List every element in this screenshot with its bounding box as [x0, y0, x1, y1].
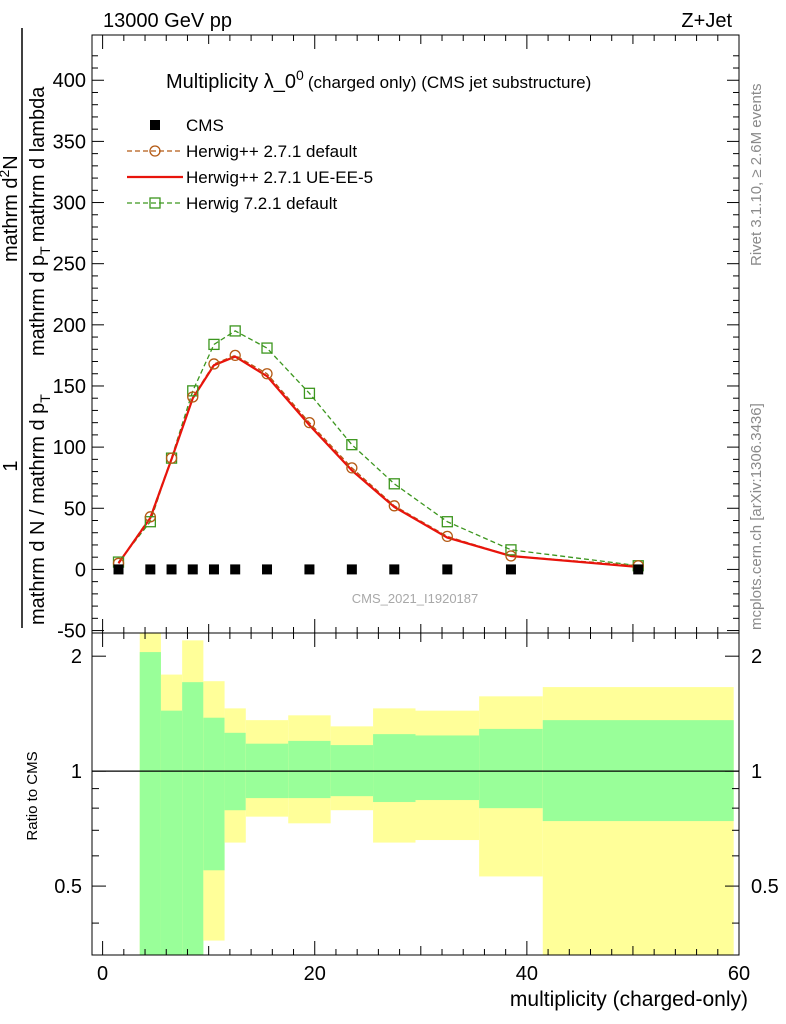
- data-point-cms: [346, 564, 357, 575]
- y-axis-label: 1 mathrm d N / mathrm d pT mathrm d2N ma…: [0, 28, 53, 628]
- data-point-cms: [262, 564, 273, 575]
- series-marker-herwig-7-2-1-default: [187, 385, 199, 397]
- series-line-herwig-2-7-1-ue-ee-5: [117, 355, 639, 569]
- main-y-tick-label: 50: [64, 498, 86, 520]
- main-y-tick-label: 350: [53, 131, 86, 153]
- data-point-cms: [633, 564, 644, 575]
- legend-marker-circle: [149, 145, 161, 157]
- ratio-y-tick-label-left: 2: [71, 646, 82, 668]
- y-label-numerator: mathrm d2N: [0, 155, 22, 262]
- ratio-band-green: [415, 735, 480, 801]
- x-tick-label: 20: [304, 963, 326, 985]
- series-layer: [112, 325, 644, 575]
- ratio-band-green: [160, 710, 183, 955]
- data-point-cms: [389, 564, 400, 575]
- y-label-denominator: mathrm d N / mathrm d pT: [27, 394, 53, 625]
- data-point-cms: [113, 564, 124, 575]
- series-marker-herwig-7-2-1-default: [346, 439, 358, 451]
- rivet-version-label: Rivet 3.1.10, ≥ 2.6M events: [748, 84, 765, 267]
- main-y-tick-label: 100: [53, 437, 86, 459]
- series-marker-herwig-7-2-1-default: [229, 325, 241, 337]
- series-marker-herwig-2-7-1-default: [208, 358, 220, 370]
- main-y-tick-label: 400: [53, 70, 86, 92]
- series-line-herwig-2-7-1-default: [117, 354, 639, 567]
- series-marker-herwig-2-7-1-default: [229, 349, 241, 362]
- series-marker-herwig-7-2-1-default: [261, 342, 273, 354]
- series-marker-herwig-2-7-1-default: [303, 417, 316, 429]
- legend-label: CMS: [186, 116, 224, 135]
- ratio-panel: 0.5 0.5 1 1 2 2 Ratio to CMS: [24, 632, 779, 956]
- series-marker-herwig-7-2-1-default: [303, 387, 316, 399]
- series-marker-herwig-7-2-1-default: [505, 544, 517, 556]
- x-tick-label: 40: [516, 963, 538, 985]
- process-label: Z+Jet: [681, 10, 732, 32]
- data-point-cms: [166, 564, 177, 575]
- x-tick-label: 60: [728, 963, 750, 985]
- main-y-tick-label: 200: [53, 315, 86, 337]
- data-point-cms: [208, 564, 219, 575]
- main-axis-ticks: [92, 35, 740, 633]
- ratio-band-green: [139, 652, 161, 955]
- main-y-tick-label: 250: [53, 254, 86, 276]
- ratio-y-tick-label-left: 0.5: [54, 876, 82, 898]
- data-point-cms: [145, 564, 156, 575]
- main-y-tick-label: 150: [53, 376, 86, 398]
- series-marker-herwig-2-7-1-default: [505, 550, 517, 562]
- analysis-watermark: CMS_2021_I1920187: [352, 591, 479, 606]
- series-marker-herwig-7-2-1-default: [144, 516, 156, 528]
- series-marker-herwig-2-7-1-default: [441, 530, 453, 543]
- series-marker-herwig-2-7-1-default: [144, 511, 156, 523]
- ratio-band-green: [203, 717, 225, 871]
- legend-label: Herwig 7.2.1 default: [186, 194, 337, 213]
- series-marker-herwig-2-7-1-default: [261, 368, 273, 380]
- ratio-y-tick-label-right: 0.5: [751, 876, 779, 898]
- x-tick-label: 0: [97, 963, 108, 985]
- mcplots-label: mcplots.cern.ch [arXiv:1306.3436]: [748, 403, 765, 630]
- y-label-derivative: mathrm d pTmathrm d lambda: [27, 86, 53, 356]
- legend-marker-square: [149, 197, 161, 209]
- ratio-y-label: Ratio to CMS: [24, 751, 41, 840]
- main-y-tick-label: -50: [57, 621, 86, 643]
- ratio-band-green: [373, 734, 416, 803]
- data-point-cms: [505, 564, 516, 575]
- plot-title: Multiplicity λ_00 (charged only) (CMS jet…: [166, 67, 591, 93]
- main-y-tick-label: 0: [75, 559, 86, 581]
- energy-label: 13000 GeV pp: [103, 10, 232, 32]
- y-label-1: 1: [0, 460, 22, 471]
- legend-label: Herwig++ 2.7.1 default: [186, 142, 357, 161]
- data-point-cms: [442, 564, 453, 575]
- ratio-y-tick-labels: 0.5 0.5 1 1 2 2: [54, 646, 779, 898]
- ratio-y-tick-label-right: 2: [751, 646, 762, 668]
- series-marker-herwig-2-7-1-default: [346, 462, 358, 474]
- data-point-cms: [304, 564, 315, 575]
- data-point-cms: [230, 564, 241, 575]
- series-marker-herwig-7-2-1-default: [388, 478, 400, 490]
- data-point-cms: [187, 564, 198, 575]
- main-y-tick-label: 300: [53, 193, 86, 215]
- main-y-tick-labels: -50 0 50 100 150 200 250 300 350 400: [53, 70, 86, 642]
- x-tick-labels: 0 20 40 60: [97, 963, 750, 985]
- series-line-herwig-7-2-1-default: [117, 330, 639, 567]
- ratio-band-green: [288, 740, 331, 799]
- ratio-axis-ticks: [92, 633, 740, 955]
- legend: CMS Herwig++ 2.7.1 default Herwig++ 2.7.1 …: [127, 116, 373, 213]
- series-marker-herwig-2-7-1-default: [165, 452, 178, 464]
- ratio-frame: [91, 632, 740, 956]
- legend-marker-cms: [150, 120, 160, 130]
- ratio-band-green: [479, 728, 543, 809]
- ratio-y-tick-label-left: 1: [71, 761, 82, 783]
- series-marker-herwig-2-7-1-default: [187, 391, 199, 403]
- ratio-band-green: [182, 682, 204, 955]
- main-panel: -50 0 50 100 150 200 250 300 350 400 CMS_2021_I19…: [53, 34, 740, 643]
- series-marker-herwig-7-2-1-default: [208, 338, 220, 351]
- series-marker-herwig-7-2-1-default: [441, 516, 453, 528]
- series-marker-herwig-2-7-1-default: [388, 500, 400, 512]
- legend-label: Herwig++ 2.7.1 UE-EE-5: [186, 168, 373, 187]
- ratio-bands: [139, 633, 734, 955]
- ratio-y-tick-label-right: 1: [751, 761, 762, 783]
- x-axis-label: multiplicity (charged-only): [510, 988, 748, 1011]
